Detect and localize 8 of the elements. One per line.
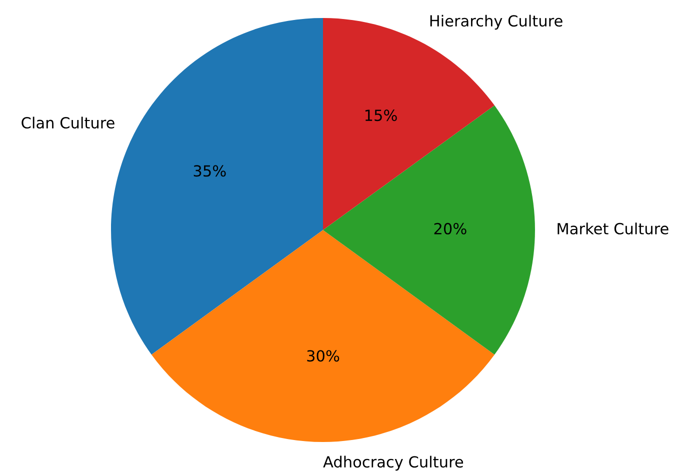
- slice-label: Market Culture: [558, 222, 668, 234]
- data-label: 20%: [434, 222, 466, 234]
- data-label: 15%: [365, 110, 397, 122]
- slice-label: Clan Culture: [22, 116, 114, 129]
- slice-label: Adhocracy Culture: [323, 456, 464, 471]
- slice-label: Hierarchy Culture: [430, 14, 562, 30]
- data-label: 35%: [194, 165, 226, 177]
- data-label: 30%: [307, 350, 340, 362]
